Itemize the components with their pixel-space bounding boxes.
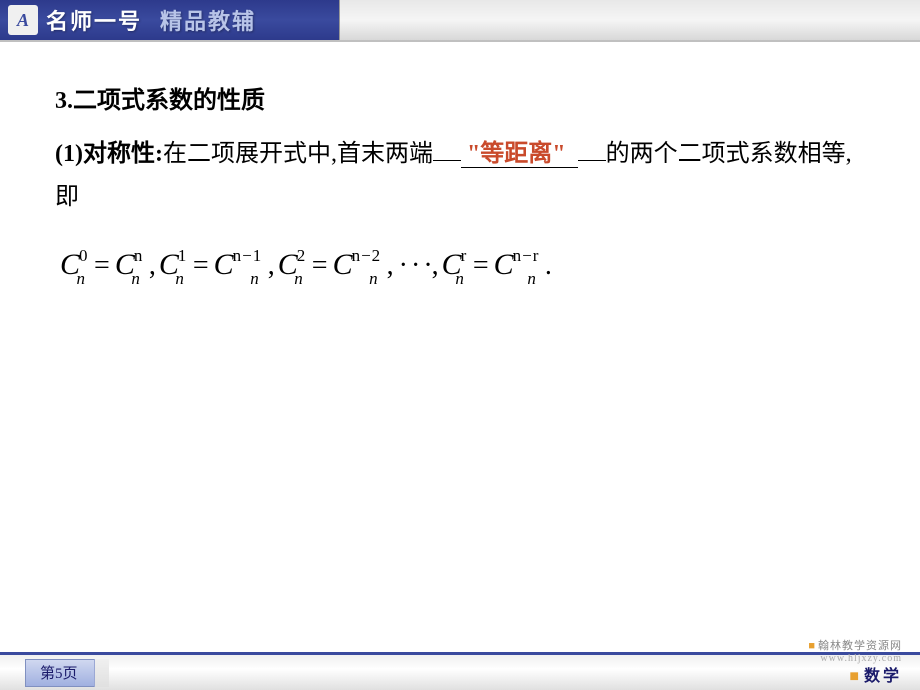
footer-source: ■翰林教学资源网 (808, 637, 902, 653)
bullet-icon: ■ (849, 668, 862, 685)
ellipsis: ··· (399, 250, 436, 281)
comma: , (432, 250, 440, 281)
eq: = (473, 250, 490, 281)
comma: , (387, 250, 395, 281)
period: . (545, 250, 553, 281)
formula-c-4r: C (494, 248, 515, 281)
sup: 1 (178, 246, 188, 265)
sub: n (250, 269, 260, 288)
sub: n (294, 269, 304, 288)
eq: = (94, 250, 111, 281)
sup: n−1 (233, 246, 263, 265)
sup: n (134, 246, 144, 265)
bullet-icon: ■ (808, 640, 816, 652)
source-text: 翰林教学资源网 (818, 640, 902, 652)
formula: C0n=Cnn,C1n=Cn−1n,C2n=Cn−2n,···,Crn=Cn−r… (55, 238, 865, 292)
footer-right-block: ■翰林教学资源网 www.hljxzy.com ■数学 (808, 637, 902, 686)
sup: r (461, 246, 468, 265)
sub: n (527, 269, 537, 288)
subject-text: 数学 (864, 668, 902, 685)
comma: , (149, 250, 157, 281)
formula-c-3r: C (333, 248, 354, 281)
sup: n−2 (352, 246, 382, 265)
sub: n (77, 269, 87, 288)
footer-bar: 第5页 ■翰林教学资源网 www.hljxzy.com ■数学 (0, 655, 920, 690)
sup: 2 (297, 246, 307, 265)
footer: 第5页 ■翰林教学资源网 www.hljxzy.com ■数学 (0, 652, 920, 690)
header-title: 名师一号 (46, 4, 142, 36)
blank-pad-left (433, 160, 461, 161)
sub: n (131, 269, 141, 288)
header-bar: A 名师一号 精品教辅 (0, 0, 920, 42)
item-number: (1) (55, 141, 83, 167)
text-before-blank: 在二项展开式中,首末两端 (163, 141, 433, 167)
blank-pad-right (578, 160, 606, 161)
sup: n−r (513, 246, 540, 265)
eq: = (312, 250, 329, 281)
section-heading: 3.二项式系数的性质 (55, 80, 865, 123)
sub: n (175, 269, 185, 288)
section-title-text: 二项式系数的性质 (73, 88, 265, 114)
comma: , (268, 250, 276, 281)
item-label: 对称性: (83, 141, 163, 167)
section-number: 3. (55, 88, 73, 114)
sup: 0 (79, 246, 89, 265)
footer-subject: ■数学 (808, 662, 902, 686)
formula-c-2r: C (214, 248, 235, 281)
fill-in-answer: "等距离" (461, 141, 578, 168)
header-subtitle: 精品教辅 (160, 4, 256, 36)
slide-content: 3.二项式系数的性质 (1)对称性:在二项展开式中,首末两端"等距离"的两个二项… (0, 42, 920, 292)
eq: = (193, 250, 210, 281)
sub: n (455, 269, 465, 288)
logo-icon: A (8, 5, 38, 35)
page-number-tab: 第5页 (25, 659, 109, 687)
sub: n (369, 269, 379, 288)
item-line-1: (1)对称性:在二项展开式中,首末两端"等距离"的两个二项式系数相等,即 (55, 133, 865, 219)
